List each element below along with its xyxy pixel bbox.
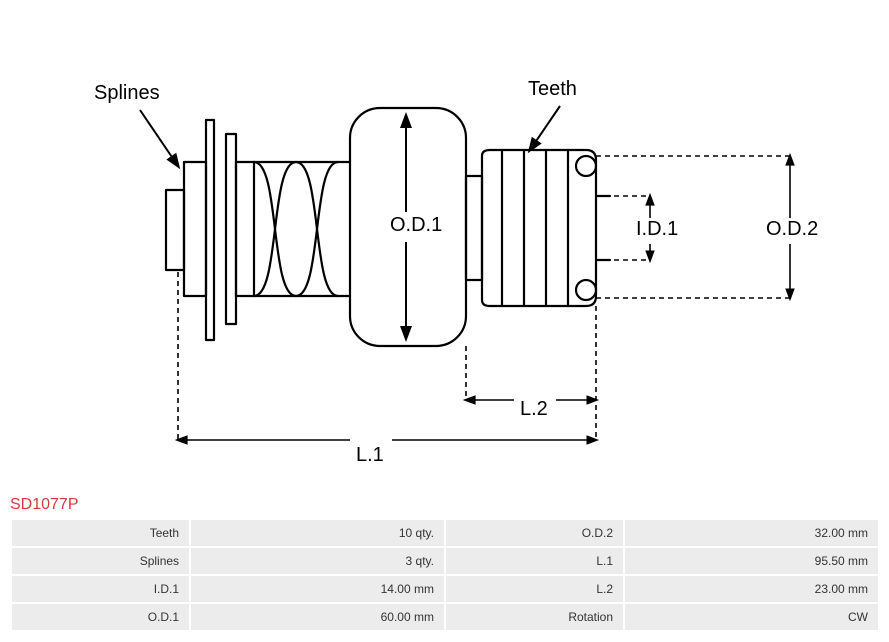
specs-table: Teeth10 qty.O.D.232.00 mmSplines3 qty.L.… (10, 518, 880, 632)
spec-key: O.D.1 (12, 604, 189, 630)
spec-key: Teeth (12, 520, 189, 546)
part-number: SD1077P (0, 490, 889, 518)
table-row: Splines3 qty.L.195.50 mm (12, 548, 878, 574)
spec-key: Splines (12, 548, 189, 574)
table-row: Teeth10 qty.O.D.232.00 mm (12, 520, 878, 546)
spec-value: 60.00 mm (191, 604, 444, 630)
spec-key: O.D.2 (446, 520, 623, 546)
technical-diagram: Splines Teeth O.D.1 O.D.2 I.D.1 L.1 L.2 (0, 0, 889, 490)
spec-value: 14.00 mm (191, 576, 444, 602)
table-row: O.D.160.00 mmRotationCW (12, 604, 878, 630)
spec-value: 23.00 mm (625, 576, 878, 602)
spec-key: Rotation (446, 604, 623, 630)
spec-value: CW (625, 604, 878, 630)
diagram-svg (0, 0, 889, 490)
table-row: I.D.114.00 mmL.223.00 mm (12, 576, 878, 602)
spec-value: 3 qty. (191, 548, 444, 574)
spec-value: 10 qty. (191, 520, 444, 546)
spec-value: 32.00 mm (625, 520, 878, 546)
spec-key: I.D.1 (12, 576, 189, 602)
spec-key: L.1 (446, 548, 623, 574)
spec-key: L.2 (446, 576, 623, 602)
spec-value: 95.50 mm (625, 548, 878, 574)
